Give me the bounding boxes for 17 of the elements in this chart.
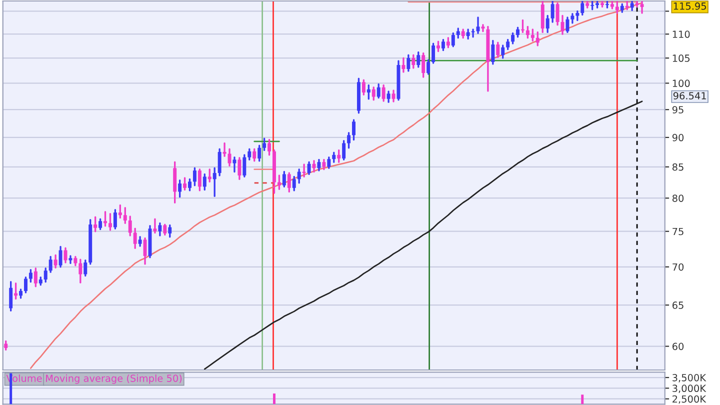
y-tick-label: 70 bbox=[672, 263, 684, 271]
y-tick-label: 85 bbox=[672, 163, 684, 171]
y-tick-label: 95 bbox=[672, 106, 684, 114]
y-tick-label: 3,000K bbox=[672, 384, 706, 394]
y-tick-label: 60 bbox=[672, 342, 684, 350]
y-tick-label: 3,500K bbox=[672, 374, 706, 382]
annotation: Moving average (Simple 50) bbox=[46, 374, 182, 384]
y-tick-label: 2,500K bbox=[672, 395, 706, 404]
y-tick-label: 65 bbox=[672, 302, 684, 309]
y-tick-label: 75 bbox=[672, 228, 684, 236]
y-tick-label: 80 bbox=[672, 194, 684, 202]
y-tick-label: 90 bbox=[672, 134, 684, 142]
text: 96.541 bbox=[673, 92, 706, 100]
text: 115.95 bbox=[674, 2, 706, 10]
y-tick-label: 110 bbox=[672, 30, 690, 38]
y-tick-label: 100 bbox=[672, 80, 690, 88]
y-tick-label: 105 bbox=[672, 54, 690, 62]
